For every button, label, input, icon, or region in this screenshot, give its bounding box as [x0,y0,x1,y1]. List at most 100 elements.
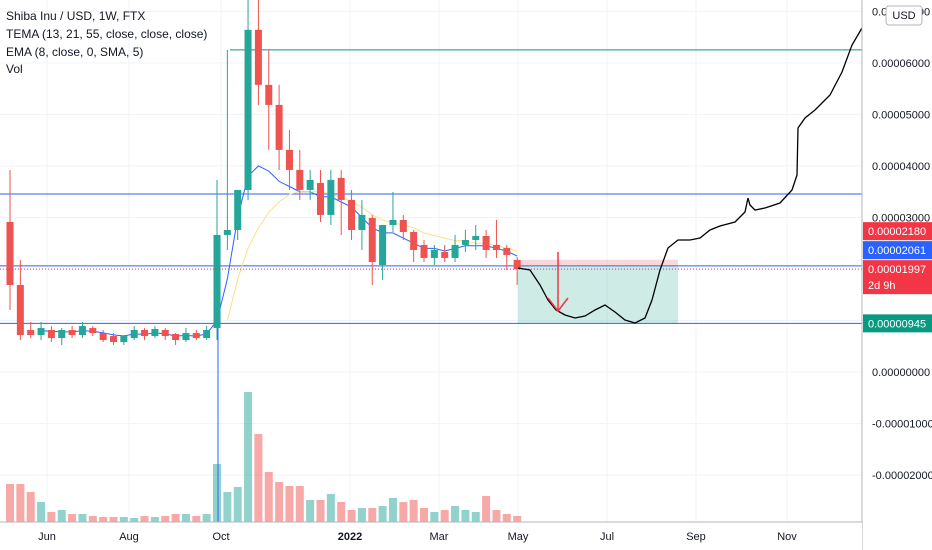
y-tick-label: 0.00006000 [872,58,930,70]
price-label-box [863,241,932,260]
x-tick-label: 2022 [338,531,362,543]
volume-bar [16,484,25,522]
volume-bar [6,484,14,522]
candle-body [223,229,231,235]
volume-bar [378,506,387,522]
candle-body [254,29,262,85]
price-label-box [863,314,932,333]
candle-body [420,244,428,258]
volume-bar [347,510,356,522]
candle-body [234,189,242,230]
price-label: 0.00000945 [868,318,926,330]
volume-bar [26,492,35,522]
candle-body [379,224,387,265]
chart-title: Shiba Inu / USD, 1W, FTX [6,9,145,23]
volume-bar [502,514,511,522]
volume-bar [202,514,211,522]
price-pane [0,0,862,346]
volume-bar [451,506,460,522]
currency-box[interactable] [885,5,923,26]
x-tick-label: Jul [600,531,614,543]
volume-bar [482,496,491,522]
candle-body [151,329,159,337]
volume-bar [161,516,170,522]
freehand-path [517,27,863,324]
x-tick-label: Nov [777,531,797,543]
currency: USD [892,10,915,22]
volume-bar [285,486,294,522]
arrow-head [547,297,569,313]
candle-body [58,329,66,339]
candle-body [213,234,221,329]
candle-body [78,326,86,336]
y-tick-label: -0.00001000 [872,419,932,431]
volume-bar [337,502,346,522]
volume-bar [513,516,522,522]
legend-entry: TEMA (13, 21, 55, close, close, close) [6,27,207,41]
volume-bar [368,508,377,522]
candle-body [472,235,480,240]
candle-body [451,244,459,258]
volume-bar [316,500,325,522]
volume-pane [6,392,522,522]
candle-body [99,333,107,341]
candle-body [368,217,376,262]
volume-bar [88,516,97,522]
candle-body [492,244,500,250]
x-tick-label: Sep [686,531,706,543]
candle-body [120,336,128,343]
volume-bar [409,500,418,522]
volume-bar [471,512,480,522]
y-tick-label: 0.00003000 [872,212,930,224]
volume-bar [57,510,66,522]
candle-body [513,259,521,270]
x-tick-label: Aug [119,531,139,543]
volume-bar [233,487,242,522]
candle-body [6,221,14,286]
volume-bar [399,502,408,522]
volume-bar [254,434,263,522]
volume-bar [181,514,190,522]
price-label-box [863,260,932,295]
price-label: 0.00002180 [868,226,926,238]
legend-entry: Vol [6,62,23,76]
candle-body [275,104,283,150]
candle-body [37,328,45,336]
candle-body [296,169,304,190]
candle-body [337,177,345,200]
x-tick-label: May [508,531,529,543]
candle-body [161,329,169,337]
volume-bar [420,508,428,522]
volume-bar [357,508,366,522]
price-label: 0.00001997 [868,264,926,276]
y-tick-label: 0.00000000 [872,367,930,379]
indicator-line [40,165,518,337]
candle-body [172,334,180,341]
volume-bar [119,517,128,522]
candle-body [441,251,449,258]
volume-bar [171,514,180,522]
candle-body [503,247,511,255]
candle-body [192,333,200,339]
axis-labels: 0.000070000.000060000.000050000.00004000… [38,6,932,543]
volume-bar [461,510,470,522]
volume-bar [192,516,201,522]
stop-zone [518,259,678,266]
candle-body [182,333,190,341]
x-tick-label: Jun [38,531,56,543]
candle-body [89,328,97,334]
candle-body [68,329,76,336]
volume-bar [99,517,108,522]
volume-bar [37,502,46,522]
candle-body [130,329,138,339]
volume-bar [140,516,149,522]
volume-bar [244,392,253,522]
volume-bar [223,492,232,522]
candle-body [389,219,397,225]
volume-bar [275,482,284,522]
volume-bar [388,498,397,522]
y-tick-label: -0.00002000 [872,470,932,482]
candle-body [16,285,24,336]
candle-body [244,29,252,190]
